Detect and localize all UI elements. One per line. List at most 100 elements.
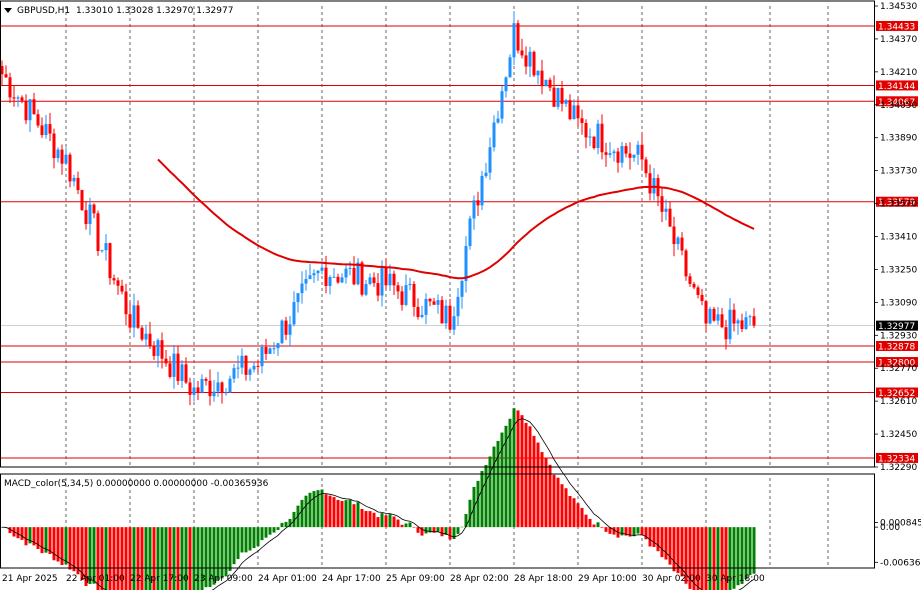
macd-bar	[600, 527, 604, 528]
candle-body	[532, 51, 536, 76]
candle-body	[248, 369, 252, 375]
price-level-tag	[876, 452, 918, 463]
macd-bar	[432, 527, 436, 533]
candle-body	[588, 136, 592, 138]
candle-body	[644, 159, 648, 174]
macd-bar	[536, 442, 540, 528]
time-tick-label: 22 Apr 01:00	[66, 574, 125, 584]
macd-bar	[492, 446, 496, 528]
price-tick-label: 1.34370	[880, 35, 917, 45]
macd-bar	[316, 490, 320, 528]
macd-signal-line	[1, 418, 755, 590]
macd-bar	[508, 418, 512, 528]
macd-bar	[68, 527, 72, 570]
macd-bar	[436, 527, 440, 532]
candle-body	[76, 177, 80, 191]
macd-bar	[336, 499, 340, 528]
candle-body	[204, 378, 208, 381]
time-tick-label: 28 Apr 02:00	[450, 574, 509, 584]
macd-bar	[732, 527, 736, 589]
macd-bar	[640, 527, 644, 536]
candle-body	[128, 314, 132, 328]
macd-bar	[664, 527, 668, 560]
macd-bar	[700, 527, 704, 590]
candle-body	[296, 293, 300, 303]
macd-bar	[388, 514, 392, 528]
price-level-tag	[876, 357, 918, 368]
macd-bar	[8, 527, 12, 534]
candle-body	[16, 97, 20, 99]
macd-bar	[224, 527, 228, 577]
candle-body	[320, 267, 324, 271]
candle-body	[732, 309, 736, 324]
price-level-tag	[876, 20, 918, 31]
candle-body	[664, 208, 668, 212]
macd-bar	[132, 527, 136, 590]
candle-body	[688, 276, 692, 284]
price-level-tag	[876, 80, 918, 91]
macd-bar	[468, 499, 472, 528]
macd-bar	[360, 508, 364, 528]
macd-bar	[16, 527, 20, 539]
macd-bar	[704, 527, 708, 590]
candle-body	[332, 276, 336, 278]
macd-bar	[476, 480, 480, 528]
macd-panel-frame	[0, 473, 875, 569]
candle-body	[700, 294, 704, 302]
macd-bar	[376, 517, 380, 528]
moving-average-line	[157, 158, 755, 280]
price-tick-label: 1.34050	[880, 101, 917, 111]
candle-body	[308, 275, 312, 280]
macd-bar	[276, 527, 280, 530]
candle-body	[484, 172, 488, 176]
candle-body	[456, 296, 460, 317]
macd-bar	[456, 527, 460, 534]
candle-body	[324, 267, 328, 286]
macd-bar	[656, 527, 660, 552]
candle-body	[472, 200, 476, 219]
chart-frame	[0, 0, 875, 569]
macd-bar	[752, 527, 756, 574]
candle-body	[548, 79, 552, 88]
candle-body	[112, 278, 116, 281]
macd-bar	[748, 527, 752, 576]
symbol-dropdown-icon[interactable]	[4, 8, 12, 13]
candle-body	[200, 378, 204, 393]
candle-body	[168, 363, 172, 377]
macd-bar	[356, 502, 360, 528]
candle-body	[48, 124, 52, 134]
candle-body	[672, 226, 676, 245]
candle-body	[488, 147, 492, 173]
candle-body	[660, 196, 664, 212]
candle-body	[216, 382, 220, 392]
candle-body	[172, 353, 176, 377]
ohlc-readout: 1.33010 1.33028 1.32970 1.32977	[76, 6, 233, 16]
macd-bar	[116, 527, 120, 590]
time-axis: 21 Apr 2025 22 Apr 01:00 22 Apr 17:00 23 Ap…	[2, 574, 765, 584]
candle-body	[84, 210, 88, 225]
macd-bar	[252, 527, 256, 549]
candle-body	[500, 91, 504, 119]
macd-bar	[88, 527, 92, 584]
candle-body	[636, 144, 640, 155]
time-tick-label: 25 Apr 09:00	[386, 574, 445, 584]
candle-body	[364, 283, 368, 295]
candle-body	[576, 105, 580, 119]
candle-body	[268, 348, 272, 354]
macd-bar	[40, 527, 44, 554]
macd-bar	[668, 527, 672, 565]
macd-bar	[460, 526, 464, 528]
candle-body	[148, 333, 152, 346]
macd-bar	[352, 504, 356, 528]
macd-bar	[688, 527, 692, 590]
candle-body	[648, 173, 652, 194]
candle-body	[276, 343, 280, 349]
macd-bar	[24, 527, 28, 546]
candle-body	[272, 348, 276, 350]
price-tick-label: 1.32450	[880, 430, 917, 440]
candle-body	[368, 277, 372, 284]
price-level-label: 1.33579	[878, 198, 915, 208]
macd-bar	[312, 491, 316, 528]
macd-bar	[448, 527, 452, 540]
